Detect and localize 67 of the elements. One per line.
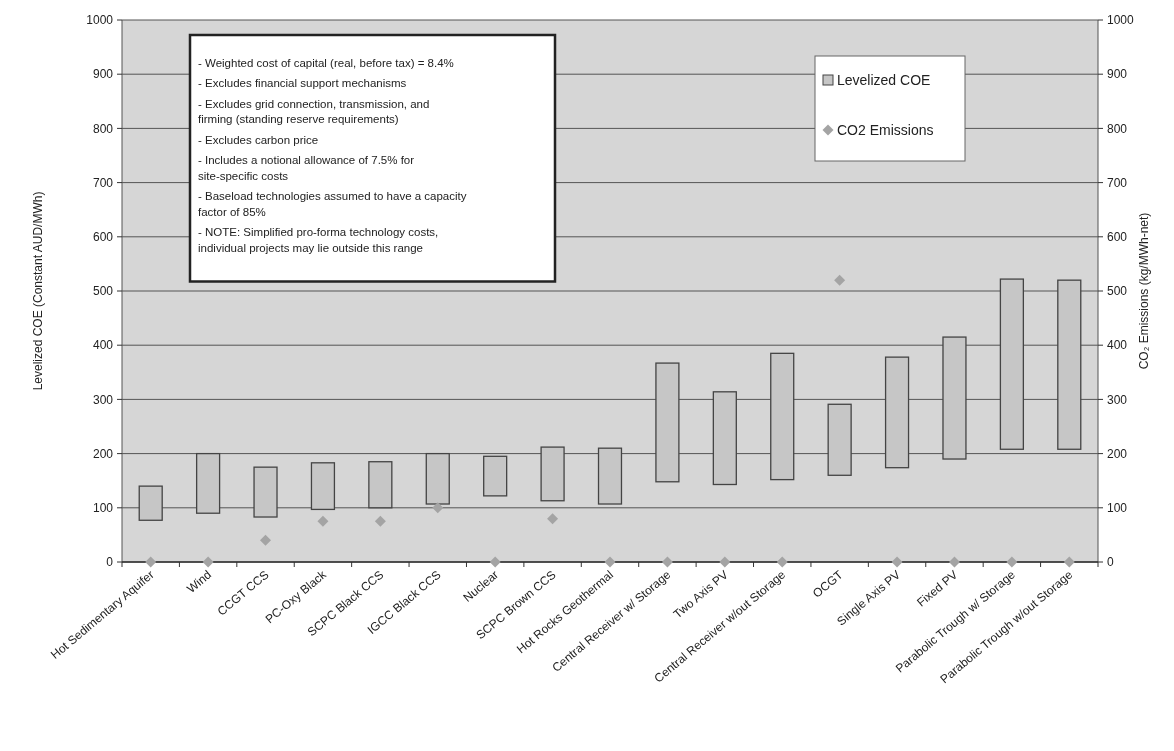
annotation: - Excludes carbon price — [198, 133, 319, 146]
point — [604, 556, 616, 568]
y2-tick-label: 500 — [1107, 284, 1128, 299]
point — [547, 513, 559, 525]
bar — [770, 352, 795, 481]
point — [1063, 556, 1075, 568]
y-tick-label: 800 — [92, 121, 114, 136]
y2-tick-label: 600 — [1107, 230, 1128, 244]
bar — [368, 461, 393, 509]
y2-tick-label: 300 — [1107, 392, 1128, 407]
legend-label: CO2 Emissions — [837, 122, 934, 139]
bar — [597, 447, 623, 505]
bar — [942, 336, 967, 460]
point — [374, 515, 386, 527]
point — [202, 556, 214, 568]
annotation: - Weighted cost of capital (real, before tax) = 8.4% — [198, 56, 454, 69]
y2-tick-label: 400 — [1107, 338, 1128, 353]
bar — [425, 452, 450, 505]
bar — [310, 462, 336, 511]
bar — [1057, 279, 1082, 450]
bar — [195, 452, 221, 514]
bar — [138, 485, 163, 521]
annotation: - Excludes financial support mechanisms — [198, 77, 407, 89]
point — [834, 274, 846, 286]
bar — [884, 356, 910, 469]
y-tick-label: 200 — [92, 446, 114, 461]
y2-tick-label: 700 — [1107, 175, 1128, 190]
point — [661, 556, 673, 568]
bar — [827, 403, 852, 476]
y-axis-title: Levelized COE (Constant AUD/MWh) — [31, 191, 45, 391]
y2-tick-label: 0 — [1107, 555, 1114, 570]
point — [891, 556, 903, 568]
annotation: - NOTE: Simplified pro-forma technology costs, individual projects may lie outside this range — [198, 226, 439, 254]
y2-tick-label: 900 — [1107, 67, 1128, 82]
y2-tick-label: 800 — [1107, 121, 1128, 136]
y-tick-label: 900 — [92, 67, 114, 82]
annotation: - Baseload technologies assumed to have a capacity factor of 85% — [198, 190, 467, 218]
bar — [253, 466, 278, 518]
point — [776, 556, 788, 568]
annotation: - Excludes grid connection, transmission, and firming (standing reserve requirements) — [198, 97, 430, 125]
y2-tick-label: 1000 — [1107, 13, 1135, 28]
point — [948, 556, 960, 568]
y-tick-label: 600 — [92, 230, 114, 244]
annotation: - Includes a notional allowance of 7.5% for site-specific costs — [198, 154, 415, 182]
bar — [483, 455, 508, 497]
point — [432, 502, 444, 514]
bar — [712, 391, 737, 486]
point — [145, 556, 157, 568]
point — [1006, 556, 1018, 568]
y-tick-label: 700 — [92, 175, 114, 190]
point — [719, 556, 731, 568]
y2-tick-label: 100 — [1107, 501, 1128, 515]
y-tick-label: 100 — [92, 501, 114, 515]
point — [260, 534, 272, 546]
legend-label: Levelized COE — [837, 72, 931, 89]
y-tick-label: 400 — [92, 338, 114, 353]
y2-axis-title: CO₂ Emissions (kg/MWh-net) — [1137, 212, 1151, 370]
y-tick-label: 300 — [92, 392, 114, 407]
point — [489, 556, 501, 568]
y-tick-label: 500 — [92, 284, 114, 299]
y2-tick-label: 200 — [1107, 446, 1128, 461]
bar — [540, 446, 565, 502]
y-tick-label: 1000 — [86, 13, 114, 28]
y-tick-label: 0 — [106, 555, 114, 570]
bar — [655, 362, 680, 483]
bar — [999, 278, 1025, 450]
point — [317, 515, 329, 527]
